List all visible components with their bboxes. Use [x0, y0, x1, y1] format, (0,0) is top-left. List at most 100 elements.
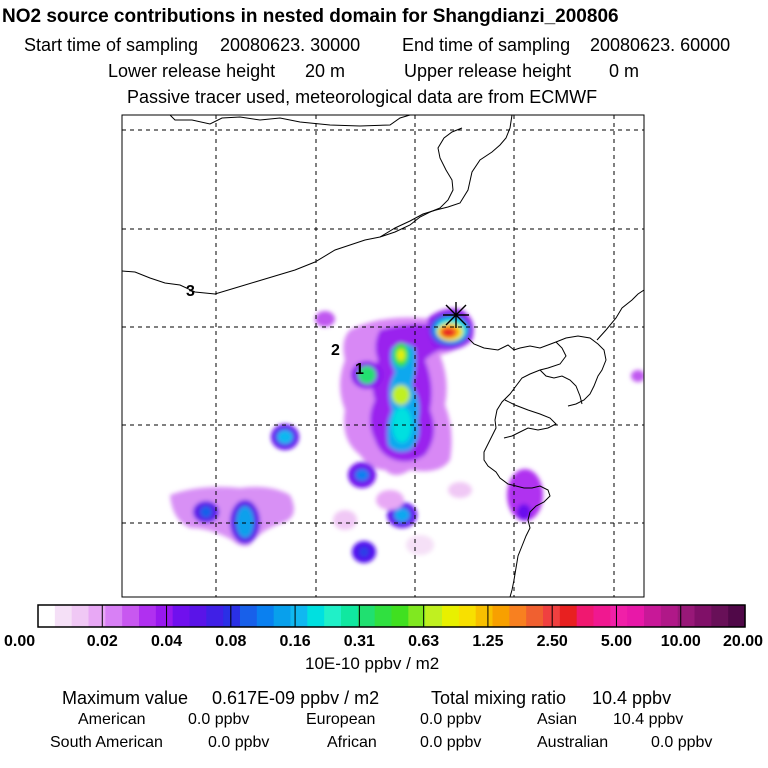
blob-far-east	[631, 370, 644, 382]
color-legend-cell	[576, 605, 595, 627]
color-legend-cell	[240, 605, 258, 627]
color-legend-cell	[172, 605, 191, 627]
color-legend-cell	[526, 605, 544, 627]
region-asian-value: 10.4 ppbv	[613, 711, 684, 728]
blob-south2-core	[394, 508, 410, 522]
border-east-segment	[379, 115, 513, 238]
color-legend-label: 0.31	[344, 633, 375, 650]
color-legend-label: 2.50	[537, 633, 568, 650]
color-legend-cell	[660, 605, 679, 627]
color-legend-cell	[509, 605, 527, 627]
color-legend-cell	[458, 605, 477, 627]
coastline	[467, 337, 567, 597]
color-legend-cell	[307, 605, 325, 627]
color-legend-cell	[324, 605, 342, 627]
color-legend-cell	[391, 605, 409, 627]
color-legend-cell	[475, 605, 494, 627]
lower-height-value: 20 m	[305, 61, 346, 81]
boundaries	[122, 115, 644, 597]
color-legend-cell	[189, 605, 207, 627]
color-legend-label: 0.16	[280, 633, 311, 650]
color-legend-cell	[559, 605, 578, 627]
haze-patch	[376, 490, 404, 510]
color-legend-cell	[223, 605, 241, 627]
coastline-korea	[555, 335, 607, 407]
tracer-note: Passive tracer used, meteorological data…	[127, 87, 598, 107]
receptor-site-icon	[443, 302, 469, 328]
region-american-name: American	[78, 711, 146, 728]
trajectory-marker-1: 1	[355, 361, 364, 378]
haze-patch	[448, 482, 472, 498]
color-legend-cell	[38, 605, 56, 627]
blob-east-core	[517, 504, 531, 520]
color-legend-label: 0.63	[408, 633, 439, 650]
color-legend-cell	[408, 605, 426, 627]
color-legend-label: 0.00	[4, 633, 35, 650]
region-african-name: African	[327, 734, 377, 751]
lat-lon-grid	[122, 115, 644, 597]
hotspot-red	[442, 329, 454, 337]
region-south-american-name: South American	[50, 734, 163, 751]
core-yellow-north	[397, 349, 405, 361]
blob-sw-left-core	[200, 506, 212, 518]
color-legend-cell	[492, 605, 510, 627]
trajectory-marker-2: 2	[331, 342, 340, 359]
color-legend-cell	[610, 605, 628, 627]
color-legend-cell	[627, 605, 645, 627]
blob-south3-core	[359, 547, 369, 557]
color-legend-cell	[593, 605, 611, 627]
start-time-value: 20080623. 30000	[220, 35, 361, 55]
color-legend-cell	[341, 605, 359, 627]
max-value-label: Maximum value	[62, 688, 189, 708]
color-legend-cell	[88, 605, 106, 627]
color-legend-ticks	[101, 605, 682, 627]
border-mongolia	[122, 127, 463, 295]
color-legend-frame	[37, 604, 746, 628]
blob-northwest	[315, 311, 335, 327]
region-european-value: 0.0 ppbv	[420, 711, 482, 728]
color-legend-cell	[139, 605, 157, 627]
plot-title: NO2 source contributions in nested domai…	[2, 6, 619, 27]
region-american-value: 0.0 ppbv	[188, 711, 250, 728]
concentration-field	[170, 308, 644, 563]
color-legend-cell	[122, 605, 140, 627]
color-legend-cell	[425, 605, 443, 627]
color-legend-label: 0.02	[87, 633, 118, 650]
color-legend-cells	[38, 605, 746, 627]
color-legend-label: 5.00	[601, 633, 632, 650]
color-legend-cell	[105, 605, 123, 627]
max-value: 0.617E-09 ppbv / m2	[212, 688, 380, 708]
region-australian-name: Australian	[537, 734, 609, 751]
color-legend-cell	[677, 605, 696, 627]
color-legend-labels: 0.00 0.02 0.04 0.08 0.16 0.31 0.63 1.25 2.50 5.00…	[4, 633, 763, 650]
total-mixing-value: 10.4 ppbv	[592, 688, 672, 708]
color-legend-cell	[644, 605, 662, 627]
color-legend-cell	[71, 605, 90, 627]
region-australian-value: 0.0 ppbv	[651, 734, 713, 751]
color-legend-label: 10.00	[661, 633, 701, 650]
color-legend-label: 1.25	[472, 633, 503, 650]
trajectory-marker-3: 3	[186, 283, 195, 300]
map-frame	[121, 114, 645, 598]
color-legend-cell	[206, 605, 224, 627]
end-time-label: End time of sampling	[402, 35, 571, 55]
coastline-shandong	[503, 399, 557, 439]
haze-patch	[333, 510, 357, 530]
unit-label: 10E-10 ppbv / m2	[305, 654, 440, 673]
color-legend-cell	[694, 605, 712, 627]
color-legend-cell	[273, 605, 292, 627]
region-south-american-value: 0.0 ppbv	[208, 734, 270, 751]
color-legend-cell	[711, 605, 729, 627]
color-legend-cell	[357, 605, 376, 627]
color-legend-label: 0.04	[151, 633, 182, 650]
lower-height-label: Lower release height	[108, 61, 276, 81]
region-asian-name: Asian	[537, 711, 578, 728]
color-legend-cell	[374, 605, 393, 627]
border-northeast	[169, 115, 411, 127]
color-legend-cell	[728, 605, 746, 627]
total-mixing-label: Total mixing ratio	[431, 688, 567, 708]
blob-sw-right-core	[236, 506, 254, 538]
start-time-label: Start time of sampling	[24, 35, 199, 55]
